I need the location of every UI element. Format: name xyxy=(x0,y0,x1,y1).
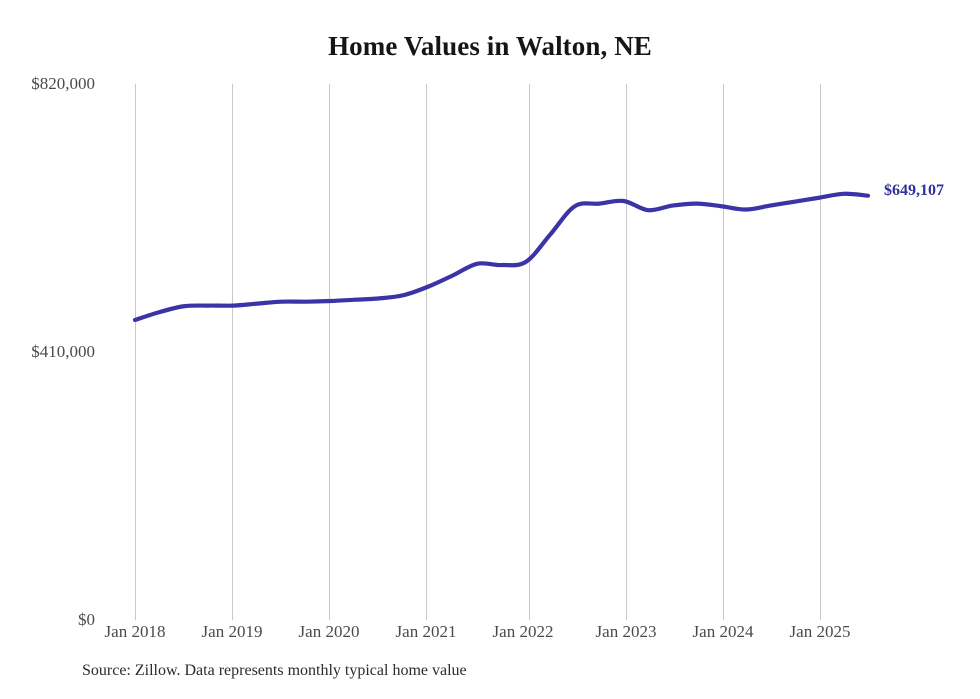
vertical-gridlines xyxy=(135,84,821,620)
x-axis-tick-jan-2023: Jan 2023 xyxy=(595,622,657,641)
end-value-annotation: $649,107 xyxy=(884,181,944,199)
series-line-typical-home-value xyxy=(132,191,871,323)
source-note: Source: Zillow. Data represents monthly … xyxy=(82,662,467,679)
x-axis-tick-jan-2021: Jan 2021 xyxy=(395,622,457,641)
y-axis-tick-820000: $820,000 xyxy=(31,74,95,93)
y-axis-tick-410000: $410,000 xyxy=(31,342,95,361)
y-axis-tick-0: $0 xyxy=(78,610,95,629)
x-axis-tick-jan-2020: Jan 2020 xyxy=(298,622,360,641)
x-axis-tick-jan-2022: Jan 2022 xyxy=(492,622,554,641)
chart-title: Home Values in Walton, NE xyxy=(328,31,652,61)
x-axis-tick-jan-2019: Jan 2019 xyxy=(201,622,263,641)
x-axis-tick-jan-2024: Jan 2024 xyxy=(692,622,754,641)
x-axis-tick-jan-2018: Jan 2018 xyxy=(104,622,166,641)
x-axis-tick-jan-2025: Jan 2025 xyxy=(789,622,851,641)
